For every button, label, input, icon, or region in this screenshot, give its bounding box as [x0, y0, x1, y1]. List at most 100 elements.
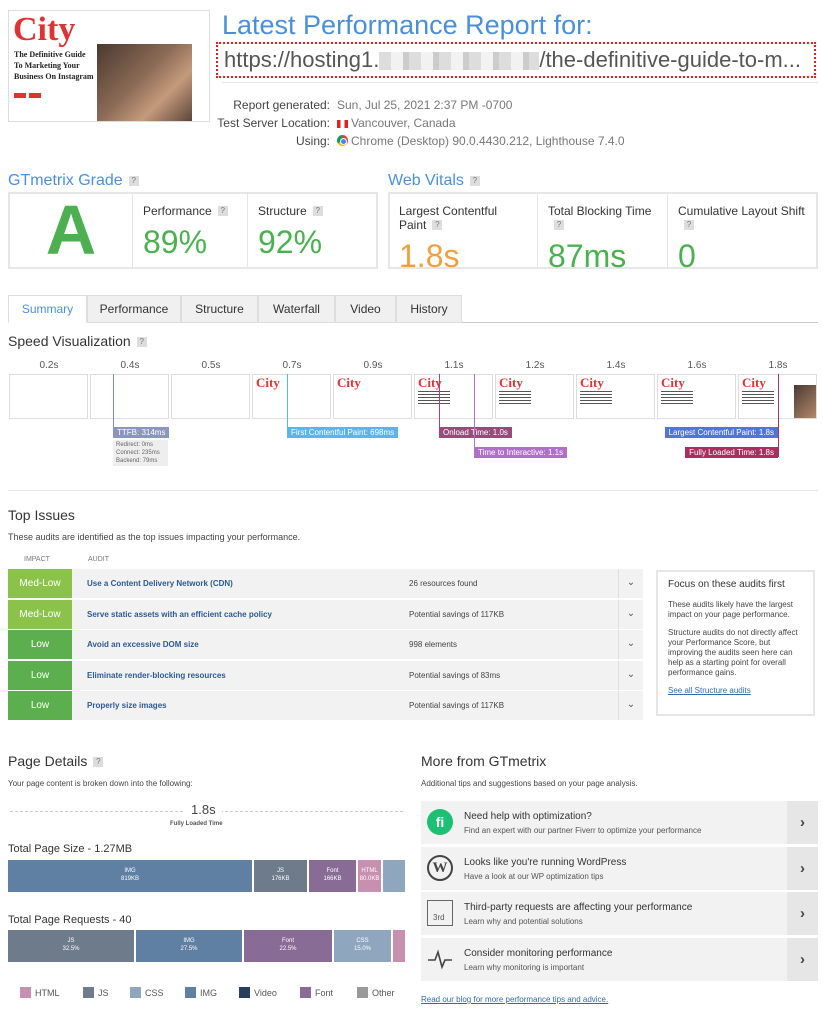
filmstrip-frame[interactable]: City: [495, 374, 574, 419]
help-icon[interactable]: ?: [217, 206, 228, 216]
help-icon[interactable]: ?: [93, 757, 104, 767]
chevron-down-icon[interactable]: ⌄: [618, 599, 643, 629]
issue-row[interactable]: Med-Low Serve static assets with an effi…: [8, 599, 643, 629]
onload-marker-line: [439, 374, 440, 427]
frame-heading: [580, 391, 612, 405]
filmstrip-frame[interactable]: City: [738, 374, 817, 419]
impact-badge: Low: [8, 691, 72, 720]
help-icon[interactable]: ?: [554, 220, 564, 230]
thumb-photo: [97, 44, 192, 121]
tab-summary[interactable]: Summary: [8, 295, 87, 323]
audit-name[interactable]: Serve static assets with an efficient ca…: [87, 609, 272, 619]
page-details-subtitle: Your page content is broken down into th…: [8, 779, 193, 788]
tab-waterfall[interactable]: Waterfall: [258, 295, 335, 323]
more-subtitle: Additional tips and suggestions based on…: [421, 779, 638, 788]
timeline-tick: 0.7s: [282, 360, 302, 371]
issue-row[interactable]: Low Properly size images Potential savin…: [8, 691, 643, 720]
filmstrip-frame[interactable]: City: [576, 374, 655, 419]
structure-score: Structure? 92%: [247, 194, 376, 267]
web-vitals-heading: Web Vitals?: [388, 172, 480, 190]
filmstrip-frame[interactable]: City: [333, 374, 412, 419]
chevron-down-icon[interactable]: ⌄: [618, 569, 643, 598]
timeline-tick: 1.8s: [768, 360, 788, 371]
chevron-right-icon[interactable]: ›: [787, 801, 818, 844]
legend-item-img: IMG: [185, 987, 217, 998]
tip-row[interactable]: 3rd Third-party requests are affecting yo…: [421, 892, 818, 935]
more-from-gtmetrix-heading: More from GTmetrix: [421, 753, 547, 769]
help-icon[interactable]: ?: [312, 206, 323, 216]
impact-badge: Med-Low: [8, 569, 72, 598]
chevron-right-icon[interactable]: ›: [787, 937, 818, 981]
size-segment-js: JS 176KB: [254, 860, 309, 892]
url-prefix: https://hosting1.: [224, 47, 380, 72]
see-all-structure-audits-link[interactable]: See all Structure audits: [668, 686, 751, 695]
chevron-down-icon[interactable]: ⌄: [618, 660, 643, 690]
tip-row[interactable]: W Looks like you're running WordPress Have…: [421, 846, 818, 890]
filmstrip-frame[interactable]: City: [252, 374, 331, 419]
issue-row[interactable]: Med-Low Use a Content Delivery Network (…: [8, 569, 643, 598]
help-icon[interactable]: ?: [469, 176, 480, 186]
audit-value: 26 resources found: [409, 579, 478, 588]
issue-row[interactable]: Low Eliminate render-blocking resources …: [8, 660, 643, 690]
help-icon[interactable]: ?: [684, 220, 694, 230]
audit-value: 998 elements: [409, 640, 458, 649]
ttfb-marker-line: [113, 374, 114, 427]
connect-time: Connect: 235ms: [116, 450, 160, 456]
impact-badge: Low: [8, 660, 72, 690]
report-url[interactable]: https://hosting1. /the-definitive-guide-t…: [216, 42, 816, 78]
filmstrip-frame[interactable]: [90, 374, 169, 419]
cls-metric: Cumulative Layout Shift? 0: [667, 194, 816, 274]
issue-row[interactable]: Low Avoid an excessive DOM size 998 elem…: [8, 630, 643, 659]
chevron-right-icon[interactable]: ›: [787, 846, 818, 890]
fully-loaded-label: Fully Loaded Time: [170, 821, 223, 827]
performance-value: 89%: [143, 224, 208, 260]
size-segment-html: HTML 80.0KB: [358, 860, 383, 892]
legend-item-html: HTML: [20, 987, 60, 998]
help-icon[interactable]: ?: [128, 176, 139, 186]
filmstrip-frame[interactable]: City: [414, 374, 493, 419]
frame-logo: City: [580, 375, 604, 390]
legend-item-font: Font: [300, 987, 333, 998]
tab-video[interactable]: Video: [335, 295, 396, 323]
timeline-tick: 1.4s: [606, 360, 626, 371]
heading-text: GTmetrix Grade: [8, 172, 123, 189]
tab-performance[interactable]: Performance: [87, 295, 181, 323]
structure-label: Structure?: [258, 204, 366, 218]
tbt-metric: Total Blocking Time? 87ms: [537, 194, 667, 274]
help-icon[interactable]: ?: [136, 337, 147, 347]
fcp-label: First Contentful Paint: 698ms: [287, 427, 399, 438]
audit-name[interactable]: Properly size images: [87, 701, 167, 710]
timeline-tick: 0.5s: [201, 360, 221, 371]
tip-row[interactable]: fi Need help with optimization? Find an ex…: [421, 801, 818, 844]
audit-column-header: AUDIT: [88, 556, 109, 563]
third-party-icon: 3rd: [427, 900, 453, 926]
help-icon[interactable]: ?: [432, 220, 443, 230]
blog-link[interactable]: Read our blog for more performance tips …: [421, 995, 609, 1004]
tip-row[interactable]: Consider monitoring performance Learn why…: [421, 937, 818, 981]
tip-title: Looks like you're running WordPress: [464, 856, 627, 868]
chevron-down-icon[interactable]: ⌄: [618, 630, 643, 659]
fully-loaded-label: Fully Loaded Time: 1.8s: [685, 447, 778, 458]
size-segment-css: [383, 860, 405, 892]
tab-history[interactable]: History: [396, 295, 462, 323]
tbt-value: 87ms: [548, 238, 627, 274]
tip-description: Find an expert with our partner Fiverr t…: [464, 826, 702, 835]
audit-name[interactable]: Use a Content Delivery Network (CDN): [87, 579, 233, 588]
filmstrip-frame[interactable]: City: [657, 374, 736, 419]
audit-value: Potential savings of 83ms: [409, 670, 501, 680]
filmstrip-frame[interactable]: [171, 374, 250, 419]
timeline-tick: 0.2s: [39, 360, 59, 371]
chevron-right-icon[interactable]: ›: [787, 892, 818, 935]
timeline-tick: 0.4s: [120, 360, 140, 371]
thumb-logo: City: [13, 11, 76, 48]
fully-loaded-value: 1.8s: [185, 802, 222, 817]
filmstrip-frame[interactable]: [9, 374, 88, 419]
server-location-text: Vancouver, Canada: [351, 116, 456, 130]
audit-name[interactable]: Eliminate render-blocking resources: [87, 670, 226, 680]
cls-label: Cumulative Layout Shift?: [678, 204, 805, 230]
chevron-down-icon[interactable]: ⌄: [618, 691, 643, 720]
tab-structure[interactable]: Structure: [181, 295, 258, 323]
audit-name[interactable]: Avoid an excessive DOM size: [87, 640, 199, 649]
focus-text: Structure audits do not directly affect …: [668, 628, 798, 677]
tip-description: Learn why monitoring is important: [464, 962, 585, 972]
